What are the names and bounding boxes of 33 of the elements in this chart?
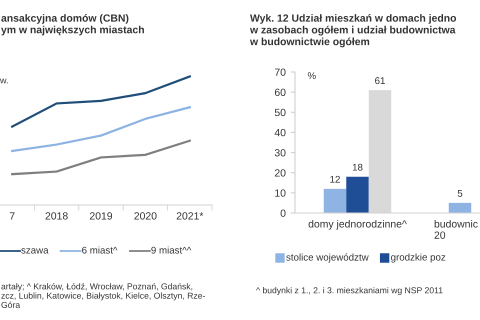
text: ^ budynki z 1., 2. i 3. mieszkaniami wg NSP 2011 bbox=[256, 287, 443, 296]
data-label: 18 bbox=[352, 164, 362, 171]
bar bbox=[448, 202, 472, 213]
text: artały; ^ Kraków, Łódź, Wrocław, Poznań, Gdańsk, zcz, Lublin, Katowice, Białystok, Kielce, Olsztyn, Rze- Góra bbox=[1, 283, 205, 308]
y-tick-label: 60 bbox=[274, 88, 286, 96]
y-axis-title: % bbox=[308, 72, 316, 80]
x-tick-label: 2019 bbox=[90, 212, 112, 220]
data-label: 12 bbox=[330, 176, 340, 183]
legend-label: szawa bbox=[21, 248, 49, 254]
y-tick-label: 0 bbox=[280, 210, 286, 217]
y-tick-label: 40 bbox=[274, 128, 286, 136]
legend-label: stolice województw bbox=[286, 253, 369, 263]
chart-title: ansakcyjna domów (CBN) ym w największych miastach bbox=[1, 14, 144, 36]
y-tick-label: 10 bbox=[275, 189, 286, 197]
legend-label: grodzkie poz bbox=[391, 253, 446, 263]
x-tick-label: 2020 bbox=[134, 212, 157, 220]
x-tick-label: 2021* bbox=[176, 212, 204, 220]
y-axis-title: w. bbox=[0, 78, 8, 84]
y-tick-label: 30 bbox=[274, 149, 286, 156]
data-label: 5 bbox=[458, 190, 462, 197]
x-tick-label: 2018 bbox=[46, 212, 68, 220]
x-tick-label: domy jednorodzinne^ bbox=[308, 220, 407, 230]
chart-title: Wyk. 12 Udział mieszkań w domach jedno w zasobach ogółem i udział budownictwa w budownictwie ogółem bbox=[250, 14, 456, 48]
bar bbox=[346, 176, 369, 213]
x-tick-label: budownic 20 bbox=[434, 220, 478, 239]
x-tick-label: 7 bbox=[10, 212, 15, 220]
data-label: 61 bbox=[375, 77, 385, 84]
y-tick-label: 50 bbox=[274, 108, 286, 116]
y-tick-label: 70 bbox=[274, 68, 286, 76]
y-tick-label: 20 bbox=[274, 169, 286, 177]
legend-label: 9 miast^^ bbox=[151, 246, 192, 254]
bar bbox=[324, 188, 346, 213]
legend-label: 6 miast^ bbox=[82, 246, 118, 254]
